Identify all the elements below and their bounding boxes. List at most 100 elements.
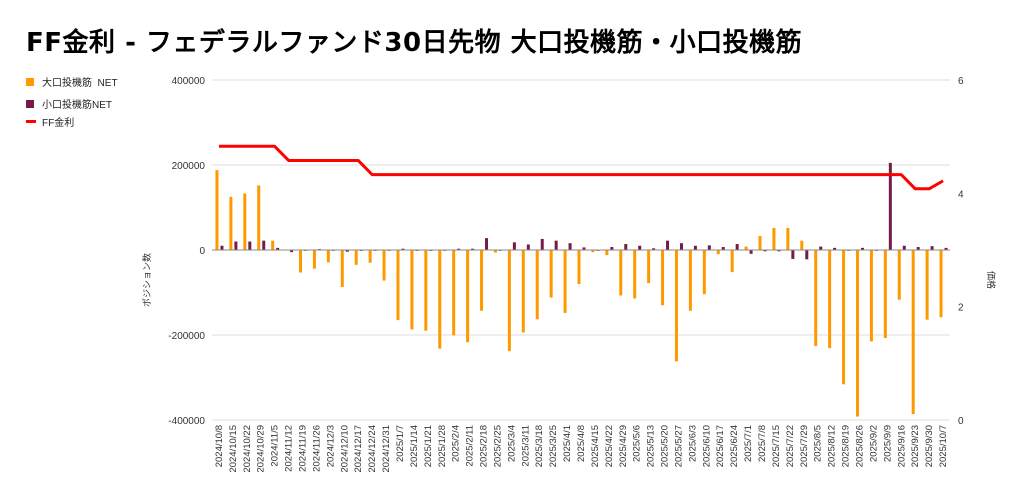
x-tick-label: 2025/4/8: [576, 425, 587, 462]
bar-large-net: [299, 250, 303, 273]
bar-large-net: [716, 250, 720, 255]
bar-large-net: [466, 250, 470, 343]
bar-small-net: [735, 244, 739, 250]
bar-small-net: [638, 245, 642, 250]
x-tick-label: 2024/12/24: [367, 425, 378, 473]
bar-large-net: [410, 250, 414, 330]
y2-axis-title: 価格: [986, 271, 997, 289]
x-tick-label: 2025/7/29: [799, 425, 810, 467]
x-tick-label: 2025/7/15: [771, 425, 782, 467]
x-tick-label: 2025/8/5: [813, 425, 824, 462]
x-tick-label: 2025/9/30: [924, 425, 935, 467]
x-tick-label: 2025/9/23: [910, 425, 921, 467]
x-tick-label: 2025/9/2: [868, 425, 879, 462]
x-tick-label: 2025/7/8: [757, 425, 768, 462]
legend-swatch-small: [26, 99, 34, 108]
bar-large-net: [368, 250, 372, 263]
bar-large-net: [229, 196, 233, 250]
x-tick-label: 2025/3/11: [520, 425, 531, 467]
x-tick-label: 2025/9/9: [882, 425, 893, 462]
bar-large-net: [507, 250, 511, 352]
bar-large-net: [855, 250, 859, 417]
x-tick-label: 2024/10/29: [256, 425, 267, 473]
y-tick-label: -400000: [168, 416, 205, 427]
bar-small-net: [624, 244, 628, 250]
y2-tick-label: 2: [958, 303, 964, 314]
bar-large-net: [605, 250, 609, 256]
bar-large-net: [744, 246, 748, 250]
bar-small-net: [791, 250, 795, 259]
x-tick-label: 2024/11/12: [284, 425, 295, 472]
x-tick-label: 2025/1/14: [409, 425, 420, 467]
bar-small-net: [679, 243, 683, 250]
bar-large-net: [772, 227, 776, 250]
bar-small-net: [457, 248, 461, 250]
y-axis-title: ポジション数: [141, 253, 152, 307]
bar-small-net: [540, 238, 544, 250]
bar-small-net: [582, 247, 586, 250]
bar-large-net: [382, 250, 386, 281]
bar-small-net: [749, 250, 753, 254]
bar-small-net: [568, 243, 572, 250]
x-tick-label: 2024/10/22: [242, 425, 253, 473]
bar-small-net: [526, 244, 530, 250]
bar-large-net: [647, 250, 651, 284]
x-tick-label: 2024/11/5: [270, 425, 281, 467]
x-tick-label: 2025/2/25: [492, 425, 503, 467]
bar-large-net: [257, 185, 261, 250]
bar-large-net: [340, 250, 344, 287]
x-tick-label: 2025/4/15: [590, 425, 601, 467]
bar-large-net: [786, 227, 790, 250]
bar-large-net: [326, 250, 330, 263]
x-tick-label: 2025/4/1: [562, 425, 573, 462]
x-tick-label: 2025/2/18: [479, 425, 490, 467]
bar-small-net: [916, 247, 920, 250]
bar-large-net: [758, 235, 762, 250]
bar-small-net: [220, 245, 224, 250]
bar-small-net: [777, 250, 781, 252]
x-tick-label: 2025/7/22: [785, 425, 796, 467]
bar-large-net: [563, 250, 567, 313]
y2-tick-label: 4: [958, 189, 964, 200]
x-tick-label: 2024/12/31: [381, 425, 392, 473]
bar-small-net: [512, 242, 516, 250]
x-tick-label: 2025/1/28: [437, 425, 448, 467]
x-tick-label: 2025/6/17: [715, 425, 726, 467]
bar-large-net: [577, 250, 581, 284]
bar-large-net: [661, 250, 665, 306]
x-tick-label: 2025/4/29: [618, 425, 629, 467]
y2-tick-label: 6: [958, 76, 964, 87]
bar-large-net: [535, 250, 539, 320]
bar-small-net: [721, 247, 725, 250]
x-tick-label: 2025/8/26: [854, 425, 865, 467]
bar-large-net: [911, 250, 915, 415]
bar-large-net: [814, 250, 818, 347]
x-tick-label: 2025/5/6: [632, 425, 643, 462]
bar-large-net: [424, 250, 428, 331]
legend-item-large: 大口投機筋 NET: [26, 74, 118, 89]
x-tick-label: 2024/10/15: [228, 425, 239, 473]
y-tick-label: 400000: [172, 76, 206, 87]
bar-large-net: [688, 250, 692, 311]
bar-large-net: [619, 250, 623, 296]
legend-label-ff: FF金利: [42, 118, 75, 129]
bar-small-net: [345, 250, 349, 252]
bar-large-net: [925, 250, 929, 320]
bar-large-net: [730, 250, 734, 273]
bar-large-net: [312, 250, 316, 269]
bar-large-net: [438, 250, 442, 349]
legend-label-small: 小口投機筋NET: [42, 100, 112, 111]
y-tick-label: 200000: [172, 161, 206, 172]
legend-item-small: 小口投機筋NET: [26, 96, 112, 111]
x-tick-label: 2025/8/19: [841, 425, 852, 467]
bar-small-net: [471, 248, 475, 250]
bar-small-net: [805, 250, 809, 260]
bar-large-net: [396, 250, 400, 321]
legend-swatch-ff: [26, 120, 36, 123]
bar-large-net: [869, 250, 873, 342]
bar-large-net: [521, 250, 525, 333]
bar-small-net: [666, 240, 670, 250]
x-tick-label: 2025/1/7: [395, 425, 406, 462]
bar-small-net: [652, 248, 656, 250]
